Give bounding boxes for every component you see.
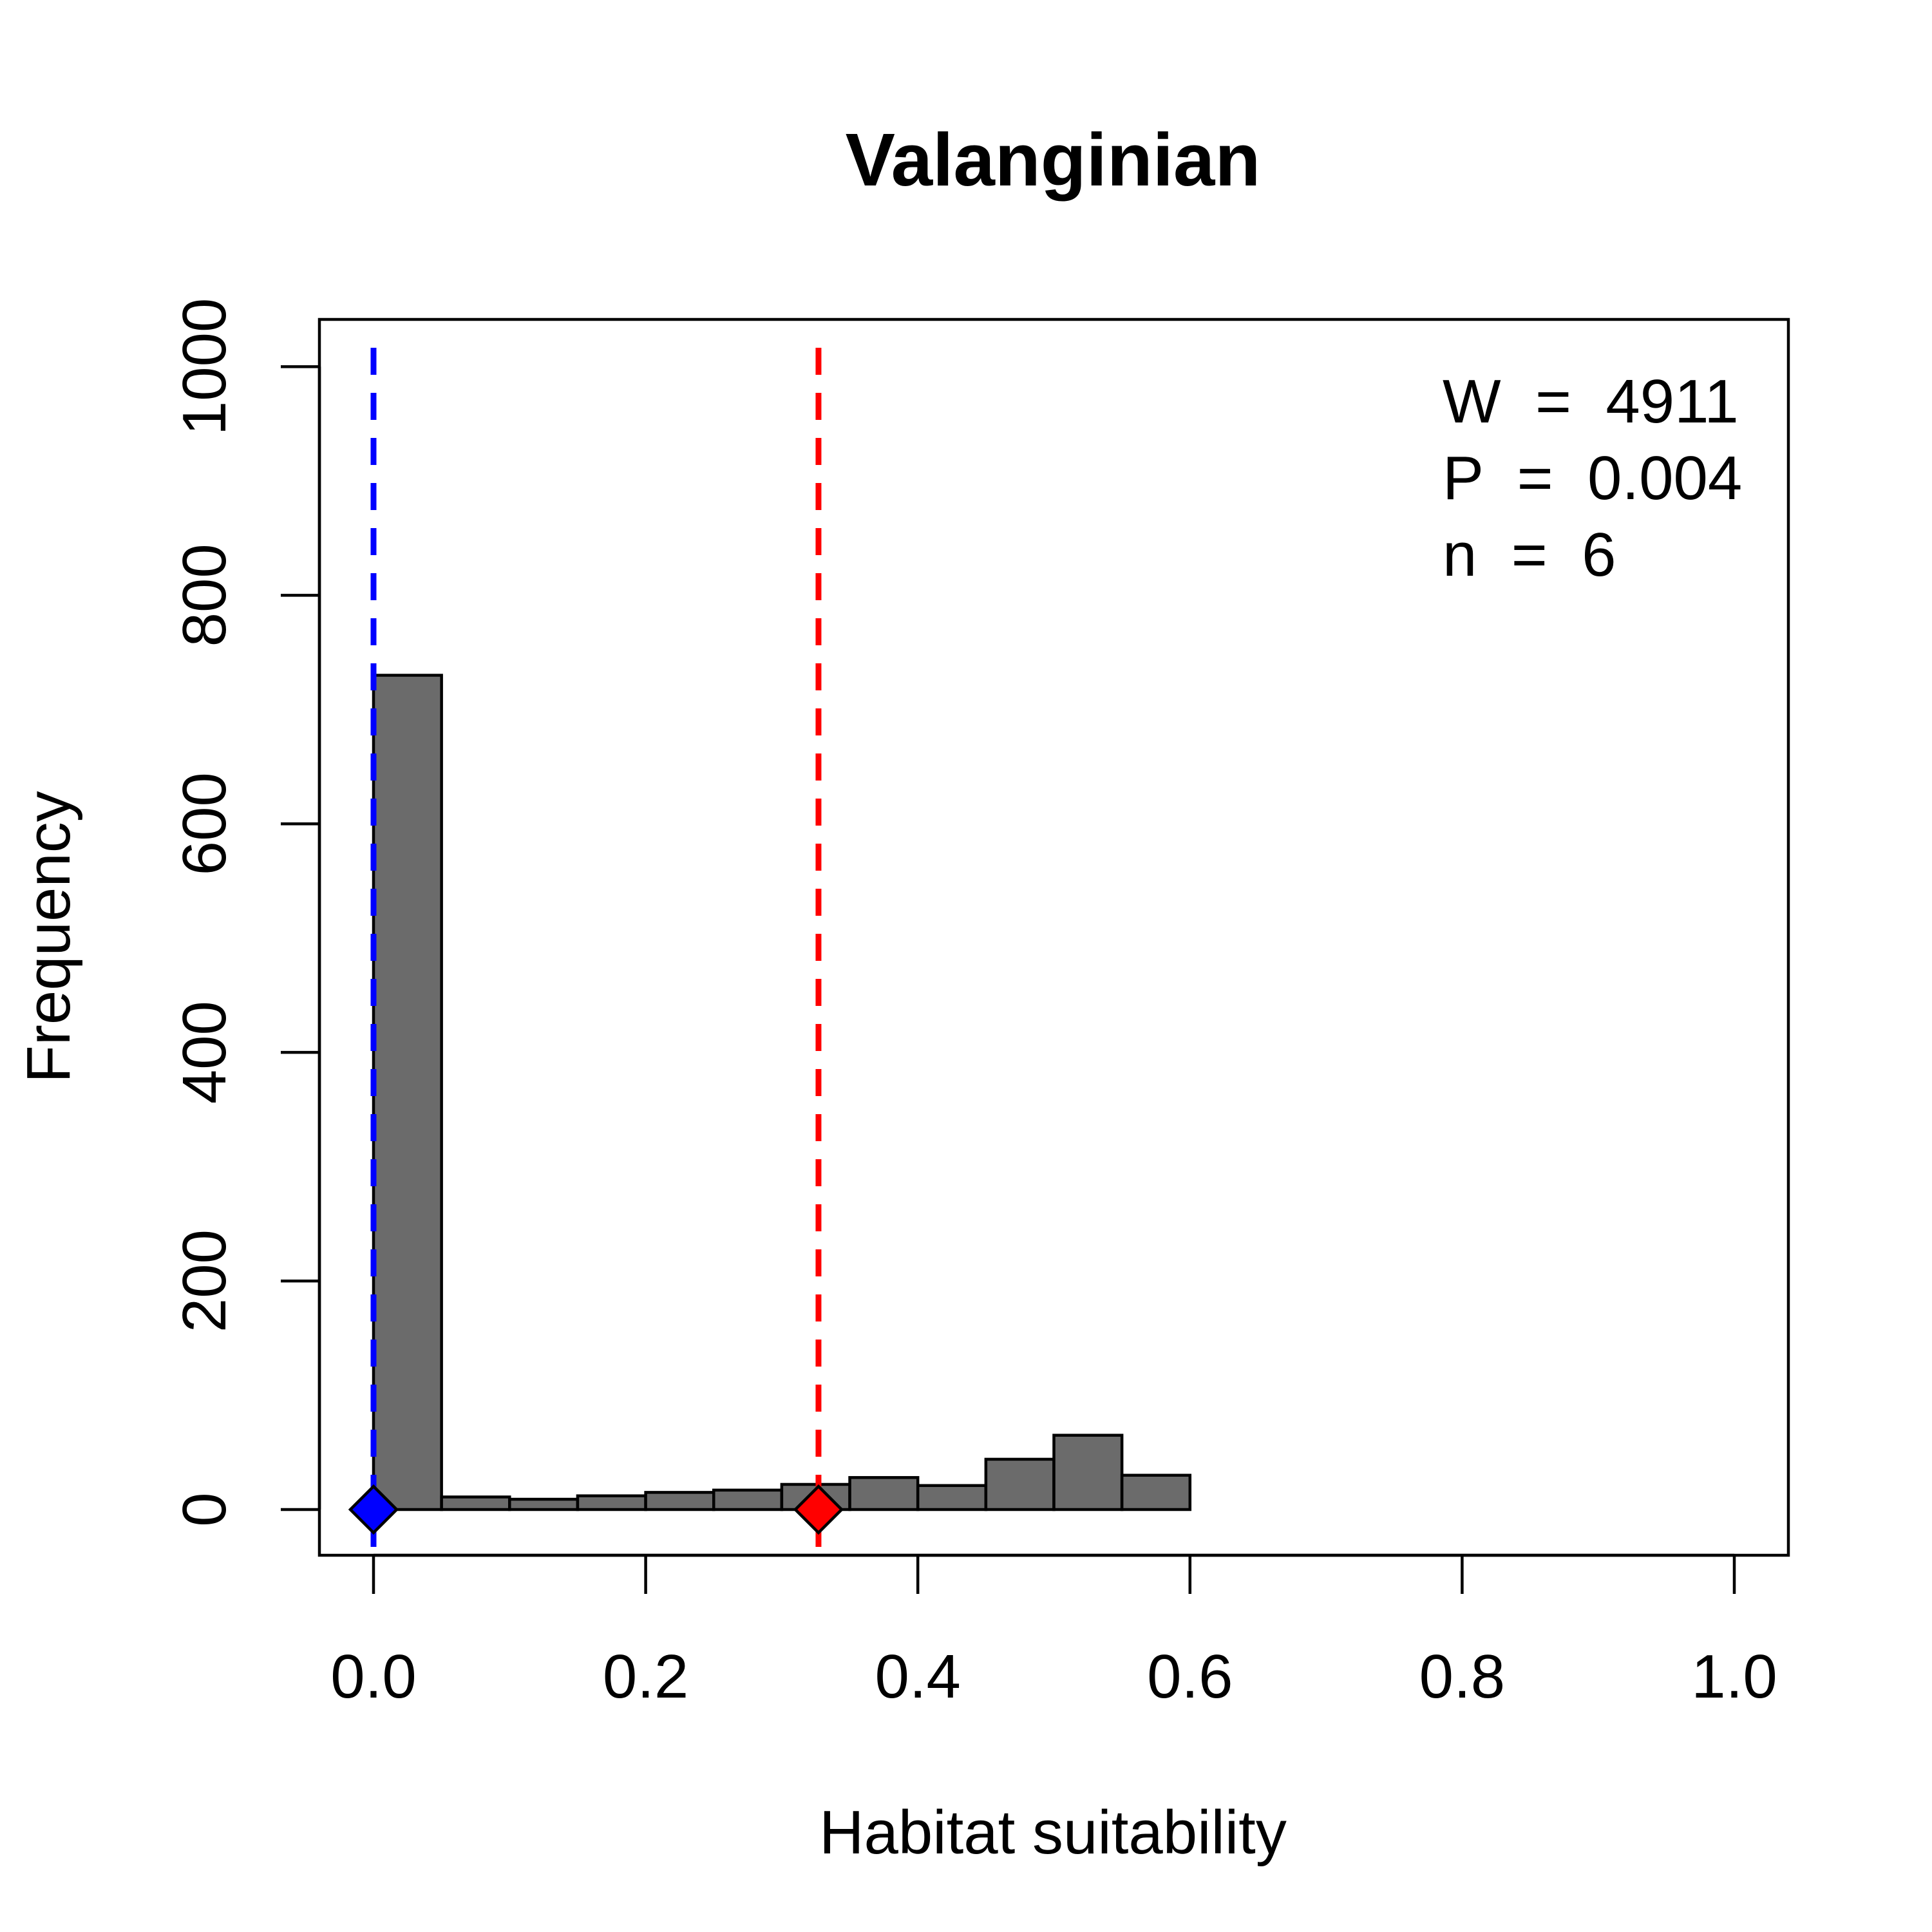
chart-title: Valanginian (846, 118, 1261, 202)
reference-lines-layer (370, 348, 822, 1558)
x-axis-label: Habitat suitability (819, 1798, 1287, 1867)
x-tick-label-5: 1.0 (1691, 1642, 1777, 1711)
stat-w: W = 4911 (1443, 367, 1739, 436)
y-axis: 0 200 400 600 800 1000 (170, 298, 321, 1527)
x-axis: 0.0 0.2 0.4 0.6 0.8 1.0 (330, 1553, 1777, 1711)
diamond-marker-0 (348, 1484, 399, 1535)
histogram-bar-3 (576, 1494, 647, 1511)
histogram-bar-11 (1120, 1473, 1192, 1511)
x-tick-label-4: 0.8 (1419, 1642, 1505, 1711)
diamond-marker-1 (793, 1484, 844, 1535)
histogram-bar-0 (372, 674, 443, 1511)
histogram-bar-5 (712, 1488, 784, 1511)
histogram-bar-4 (644, 1491, 715, 1511)
x-tick-label-1: 0.2 (603, 1642, 688, 1711)
histogram-bar-8 (916, 1484, 988, 1511)
markers-layer (348, 1484, 844, 1535)
stat-p: P = 0.004 (1443, 444, 1742, 513)
y-tick-label-1: 200 (170, 1229, 239, 1332)
stats-annotation: W = 4911 P = 0.004 n = 6 (1443, 367, 1742, 589)
y-tick-label-2: 400 (170, 1001, 239, 1104)
x-tick-label-0: 0.0 (330, 1642, 416, 1711)
histogram-bar-7 (848, 1476, 920, 1511)
stat-n: n = 6 (1443, 520, 1616, 589)
bars-layer (372, 674, 1192, 1511)
histogram-bar-10 (1052, 1434, 1124, 1511)
histogram-bar-9 (984, 1457, 1056, 1511)
x-tick-label-3: 0.6 (1147, 1642, 1233, 1711)
histogram-bar-2 (508, 1497, 580, 1511)
x-tick-label-2: 0.4 (875, 1642, 960, 1711)
y-tick-label-3: 600 (170, 772, 239, 875)
y-tick-label-5: 1000 (170, 298, 239, 436)
y-tick-label-0: 0 (170, 1492, 239, 1526)
histogram-bar-1 (440, 1495, 511, 1511)
y-tick-label-4: 800 (170, 544, 239, 647)
y-axis-label: Frequency (14, 791, 83, 1083)
